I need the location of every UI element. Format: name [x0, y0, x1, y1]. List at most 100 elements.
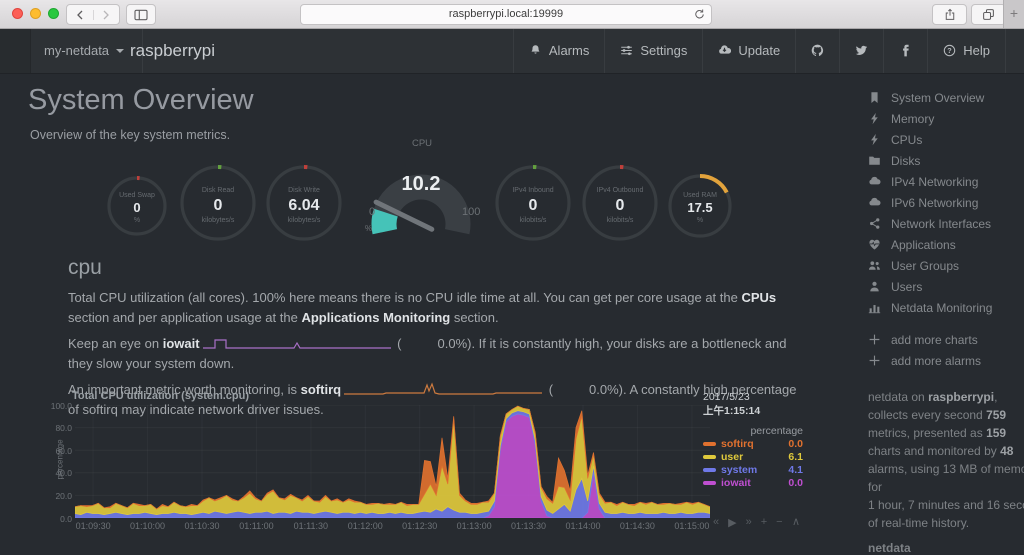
- nav-twitter-button[interactable]: [839, 28, 883, 73]
- sidebar-item-disks[interactable]: Disks: [854, 150, 1024, 171]
- close-window-button[interactable]: [12, 8, 23, 19]
- svg-text:kilobytes/s: kilobytes/s: [288, 217, 321, 224]
- pan-right-button[interactable]: »: [745, 516, 752, 528]
- forward-button[interactable]: [92, 9, 119, 20]
- nav-alarms-button[interactable]: Alarms: [512, 28, 604, 73]
- github-icon: [811, 44, 824, 57]
- cpu-utilization-chart[interactable]: [75, 405, 710, 518]
- legend-row-softirq[interactable]: softirq 0.0: [703, 437, 803, 450]
- sidebar-item-label: Applications: [891, 237, 956, 252]
- sidebar-item-netdata-monitoring[interactable]: Netdata Monitoring: [854, 297, 1024, 318]
- sidebar-toggle-button[interactable]: [126, 4, 156, 25]
- back-button[interactable]: [68, 10, 93, 20]
- legend-swatch: [703, 454, 716, 459]
- chart-resize-handle[interactable]: ∧: [792, 516, 801, 528]
- share-button[interactable]: [932, 4, 967, 25]
- disk-read-gauge[interactable]: Disk Read 0 kilobytes/s: [178, 163, 258, 243]
- plus-icon: [869, 355, 880, 366]
- new-tab-button[interactable]: +: [1003, 0, 1024, 28]
- legend-row-system[interactable]: system 4.1: [703, 463, 803, 476]
- twitter-icon: [856, 45, 868, 55]
- minimize-window-button[interactable]: [30, 8, 41, 19]
- sidebar-item-ipv6-networking[interactable]: IPv6 Networking: [854, 192, 1024, 213]
- history-nav-buttons: [66, 4, 120, 25]
- my-netdata-dropdown[interactable]: my-netdata: [30, 28, 144, 73]
- y-tick-label: 100.0: [50, 400, 72, 411]
- legend-swatch: [703, 480, 716, 485]
- sidebar-item-network-interfaces[interactable]: Network Interfaces: [854, 213, 1024, 234]
- sidebar-item-system-overview[interactable]: System Overview: [854, 87, 1024, 108]
- sidebar-item-label: IPv4 Networking: [891, 174, 979, 189]
- svg-text:?: ?: [948, 46, 953, 55]
- reload-icon[interactable]: [693, 8, 705, 27]
- svg-text:0: 0: [214, 197, 223, 214]
- sidebar-item-cpus[interactable]: CPUs: [854, 129, 1024, 150]
- nav-facebook-button[interactable]: [883, 28, 927, 73]
- sidebar-item-label: System Overview: [891, 90, 985, 105]
- svg-text:Disk Write: Disk Write: [288, 187, 320, 194]
- sidebar-item-applications[interactable]: Applications: [854, 234, 1024, 255]
- nav-github-button[interactable]: [795, 28, 839, 73]
- zoom-in-button[interactable]: +: [760, 516, 768, 528]
- sidebar-extra-label: add more charts: [891, 332, 978, 347]
- used-swap-gauge[interactable]: Used Swap 0%: [105, 174, 169, 238]
- url-text: raspberrypi.local:19999: [448, 8, 564, 20]
- svg-text:kilobits/s: kilobits/s: [607, 217, 634, 224]
- legend-series-value: 6.1: [788, 450, 803, 463]
- iowait-sparkline: [202, 339, 391, 349]
- sliders-icon: [621, 45, 633, 56]
- x-tick-label: 01:13:30: [511, 521, 547, 531]
- legend-row-iowait[interactable]: iowait 0.0: [703, 476, 803, 489]
- tab-overview-button[interactable]: [971, 4, 1006, 25]
- legend-series-name: iowait: [721, 476, 751, 489]
- legend-series-value: 0.0: [788, 476, 803, 489]
- ipv4-inbound-gauge[interactable]: IPv4 Inbound 0 kilobits/s: [493, 163, 573, 243]
- sidebar-add-more-charts[interactable]: add more charts: [854, 329, 1024, 350]
- nav-update-button[interactable]: Update: [702, 28, 795, 73]
- right-sidebar: System Overview Memory CPUs Disks IPv4 Netwo…: [854, 73, 1024, 555]
- pan-left-button[interactable]: «: [713, 516, 720, 528]
- zoom-out-button[interactable]: −: [776, 516, 783, 528]
- svg-text:0: 0: [616, 197, 625, 214]
- legend-time: 上午1:15:14: [703, 405, 761, 417]
- sidebar-item-ipv4-networking[interactable]: IPv4 Networking: [854, 171, 1024, 192]
- sidebar-item-user-groups[interactable]: User Groups: [854, 255, 1024, 276]
- hostname-brand[interactable]: raspberrypi: [130, 41, 216, 60]
- svg-text:17.5: 17.5: [687, 200, 712, 215]
- iowait-note: Keep an eye on iowait (0.0%). If it is c…: [68, 336, 787, 371]
- x-tick-label: 01:14:30: [619, 521, 655, 531]
- svg-text:kilobytes/s: kilobytes/s: [202, 217, 235, 224]
- disk-write-gauge[interactable]: Disk Write 6.04 kilobytes/s: [264, 163, 344, 243]
- legend-series-name: user: [721, 450, 744, 463]
- cpu-gauge-chart[interactable]: 10.2 0 100%: [356, 148, 488, 248]
- nav-settings-label: Settings: [640, 43, 688, 58]
- svg-text:Used Swap: Used Swap: [119, 192, 155, 199]
- chart-title: Total CPU utilization (system.cpu): [72, 390, 250, 402]
- y-tick-label: 20.0: [55, 490, 72, 501]
- x-tick-label: 01:12:30: [402, 521, 438, 531]
- y-tick-label: 60.0: [55, 445, 72, 456]
- svg-text:%: %: [134, 217, 140, 224]
- svg-text:IPv4 Inbound: IPv4 Inbound: [512, 187, 553, 194]
- legend-row-user[interactable]: user 6.1: [703, 450, 803, 463]
- y-tick-label: 0.0: [60, 513, 72, 524]
- address-bar[interactable]: raspberrypi.local:19999: [300, 4, 712, 25]
- chart-legend: 2017/5/23 上午1:15:14 percentage softirq 0.…: [703, 391, 803, 489]
- y-tick-label: 80.0: [55, 423, 72, 434]
- cpu-description: Total CPU utilization (all cores). 100% …: [68, 290, 777, 325]
- bookmark-icon: [871, 92, 878, 104]
- ipv4-outbound-gauge[interactable]: IPv4 Outbound 0 kilobits/s: [580, 163, 660, 243]
- play-button[interactable]: ▶: [728, 517, 737, 529]
- page-title: System Overview: [28, 84, 254, 116]
- sidebar-item-memory[interactable]: Memory: [854, 108, 1024, 129]
- used-ram-gauge[interactable]: Used RAM 17.5%: [666, 172, 734, 240]
- zoom-window-button[interactable]: [48, 8, 59, 19]
- sidebar-item-users[interactable]: Users: [854, 276, 1024, 297]
- svg-text:%: %: [697, 217, 703, 224]
- legend-series-value: 4.1: [788, 463, 803, 476]
- sidebar-item-label: User Groups: [891, 258, 960, 273]
- share-alt-icon: [870, 218, 880, 229]
- nav-settings-button[interactable]: Settings: [604, 28, 702, 73]
- sidebar-add-more-alarms[interactable]: add more alarms: [854, 350, 1024, 371]
- nav-help-button[interactable]: ? Help: [927, 28, 1006, 73]
